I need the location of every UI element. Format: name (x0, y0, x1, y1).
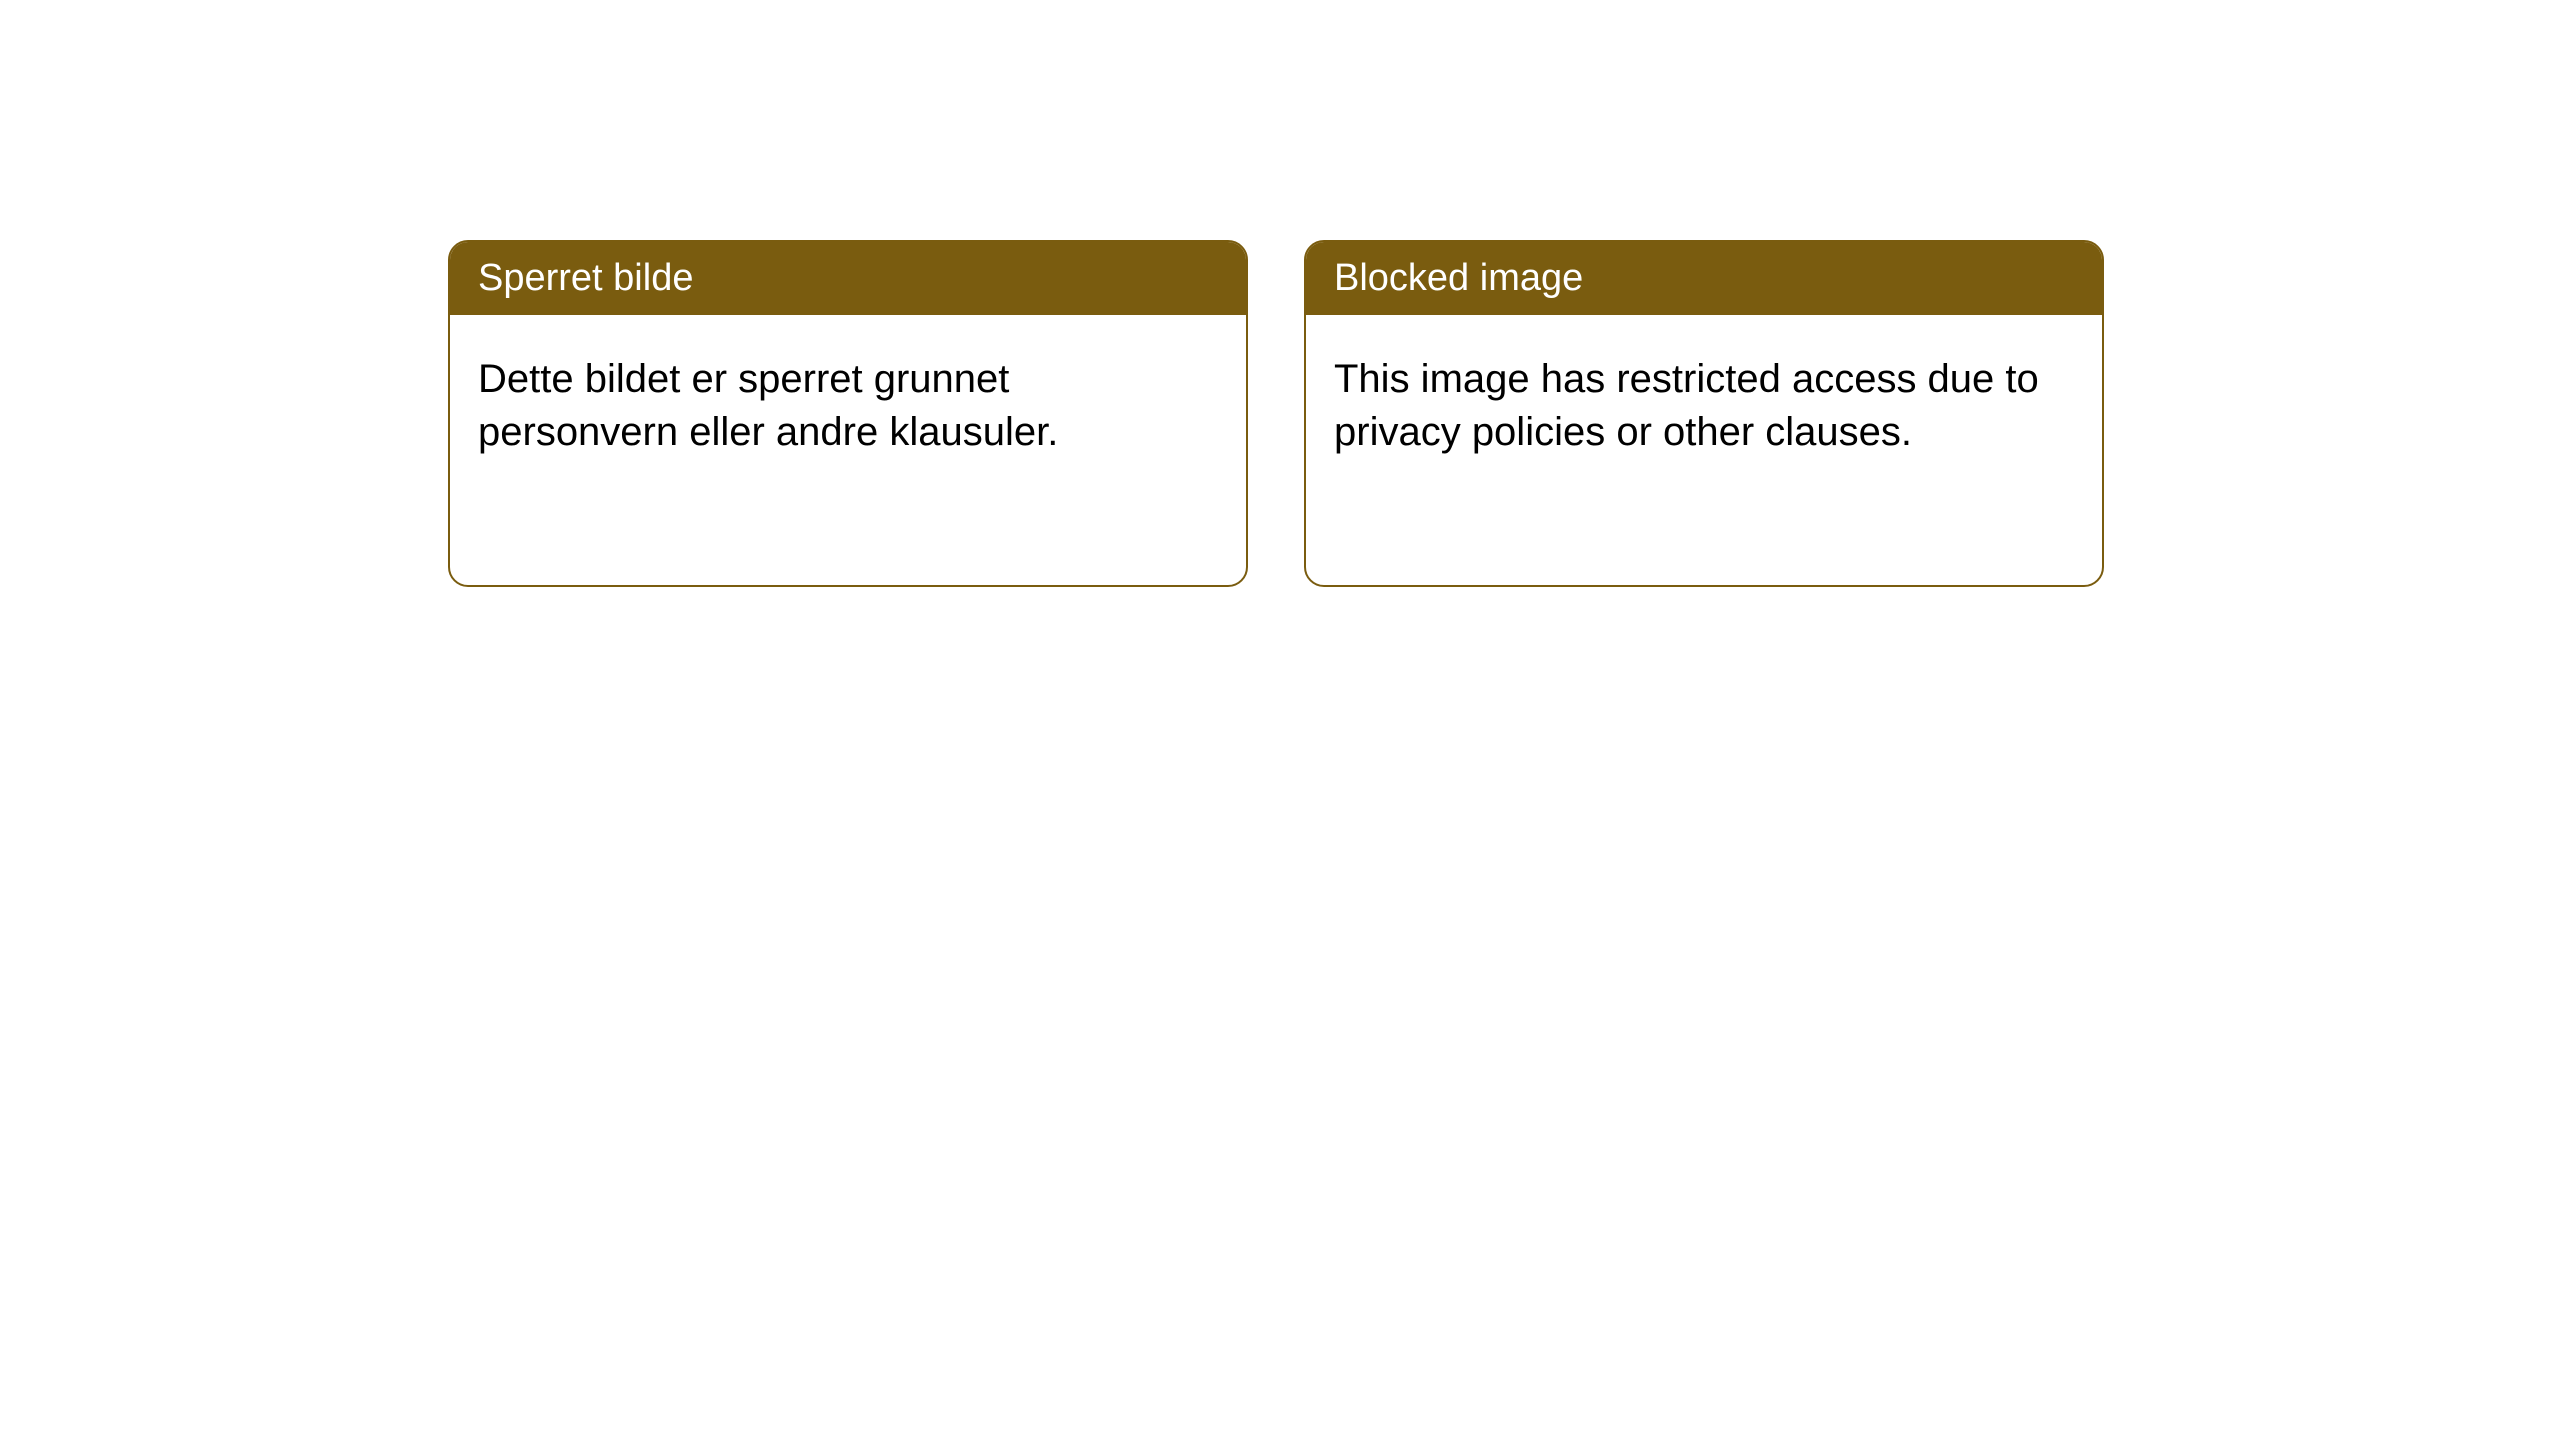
notice-card-header: Sperret bilde (450, 242, 1246, 315)
notice-card-english: Blocked image This image has restricted … (1304, 240, 2104, 587)
notice-card-norwegian: Sperret bilde Dette bildet er sperret gr… (448, 240, 1248, 587)
notice-card-header: Blocked image (1306, 242, 2102, 315)
notice-card-body: This image has restricted access due to … (1306, 315, 2102, 585)
notice-card-body: Dette bildet er sperret grunnet personve… (450, 315, 1246, 585)
notice-card-container: Sperret bilde Dette bildet er sperret gr… (448, 240, 2104, 587)
